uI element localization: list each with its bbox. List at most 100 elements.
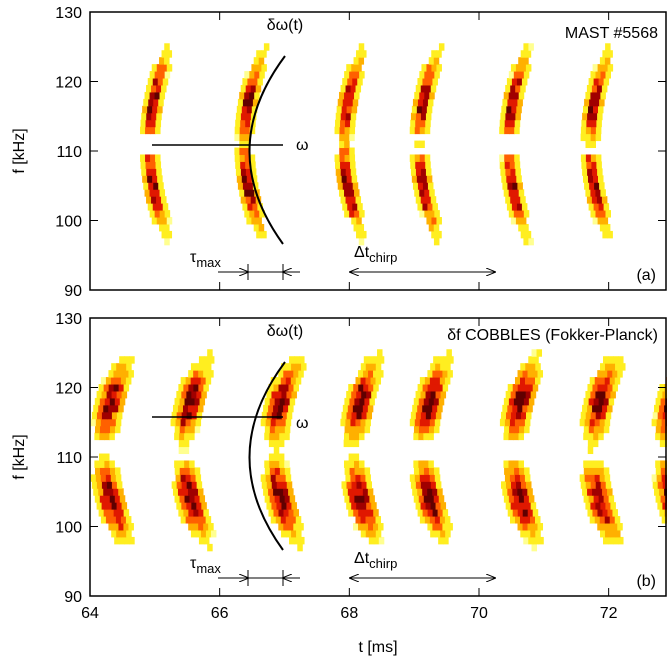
spectrogram-cell xyxy=(266,481,273,489)
spectrogram-cell xyxy=(358,43,365,51)
spectrogram-cell xyxy=(508,460,514,468)
spectrogram-cell xyxy=(186,390,192,399)
spectrogram-cell xyxy=(588,495,595,503)
spectrogram-cell xyxy=(615,363,621,371)
spectrogram-cell xyxy=(585,140,591,149)
spectrogram-cell xyxy=(412,404,418,413)
spectrogram-cell xyxy=(373,536,380,545)
spectrogram-cell xyxy=(354,189,360,197)
spectrogram-cell xyxy=(599,182,605,190)
spectrogram-cell xyxy=(598,425,605,434)
spectrogram-cell xyxy=(592,112,598,121)
spectrogram-cell xyxy=(98,384,105,392)
spectrogram-cell xyxy=(194,495,201,503)
spectrogram-cell xyxy=(510,64,517,72)
spectrogram-cell xyxy=(118,384,125,392)
spectrogram-cell xyxy=(588,397,595,406)
spectrogram-cell xyxy=(198,509,204,517)
spectrogram-cell xyxy=(419,126,426,135)
spectrogram-cell xyxy=(605,411,612,420)
spectrogram-cell xyxy=(125,377,132,385)
spectrogram-cell xyxy=(599,57,606,65)
spectrogram-cell xyxy=(515,481,522,489)
spectrogram-cell xyxy=(276,502,282,510)
spectrogram-cell xyxy=(410,119,416,128)
spectrogram-cell xyxy=(103,488,109,496)
spectrogram-cell xyxy=(378,523,384,531)
spectrogram-cell xyxy=(246,217,252,225)
spectrogram-cell xyxy=(510,481,517,489)
spectrogram-cell xyxy=(288,404,294,413)
spectrogram-cell xyxy=(583,397,590,406)
spectrogram-cell xyxy=(278,453,285,461)
spectrogram-cell xyxy=(508,71,515,79)
spectrogram-cell xyxy=(179,460,185,468)
spectrogram-cell xyxy=(120,377,127,385)
spectrogram-cell xyxy=(100,516,107,524)
spectrogram-cell xyxy=(157,105,163,114)
spectrogram-cell xyxy=(93,488,99,496)
spectrogram-cell xyxy=(445,529,451,538)
spectrogram-cell xyxy=(618,356,624,364)
spectrogram-cell xyxy=(371,390,377,399)
spectrogram-cell xyxy=(520,390,527,399)
spectrogram-cell xyxy=(121,502,128,510)
spectrogram-cell xyxy=(115,418,122,427)
spectrogram-cell xyxy=(438,356,444,364)
spectrogram-cell xyxy=(247,98,254,107)
spectrogram-cell xyxy=(151,84,157,93)
spectrogram-cell xyxy=(509,154,515,162)
spectrogram-cell xyxy=(152,203,159,211)
spectrogram-cell xyxy=(588,203,595,211)
spectrogram-cell xyxy=(279,467,286,475)
spectrogram-cell xyxy=(513,189,520,197)
spectrogram-cell xyxy=(189,432,195,441)
spectrogram-cell xyxy=(587,384,593,392)
spectrogram-cell xyxy=(604,474,611,482)
spectrogram-cell xyxy=(281,529,287,538)
spectrogram-cell xyxy=(609,516,616,524)
burst xyxy=(340,349,385,545)
spectrogram-cell xyxy=(507,509,514,517)
spectrogram-cell xyxy=(522,523,529,531)
spectrogram-cell xyxy=(511,78,518,86)
spectrogram-cell xyxy=(421,64,427,72)
spectrogram-cell xyxy=(344,133,350,142)
spectrogram-cell xyxy=(185,516,192,524)
spectrogram-cell xyxy=(515,84,521,93)
spectrogram-cell xyxy=(203,509,209,517)
spectrogram-cell xyxy=(183,439,190,448)
spectrogram-cell xyxy=(244,126,251,135)
spectrogram-cell xyxy=(242,78,248,86)
spectrogram-cell xyxy=(519,467,525,475)
spectrogram-cell xyxy=(185,418,192,427)
spectrogram-cell xyxy=(445,363,451,371)
spectrogram-cell xyxy=(587,446,594,455)
spectrogram-cell xyxy=(358,237,365,246)
spectrogram-cell xyxy=(595,210,601,218)
spectrogram-cell xyxy=(597,404,603,413)
spectrogram-cell xyxy=(371,502,377,510)
spectrogram-cell xyxy=(355,196,362,204)
spectrogram-cell xyxy=(184,495,191,503)
spectrogram-cell xyxy=(599,377,606,385)
spectrogram-cell xyxy=(504,467,510,475)
spectrogram-cell xyxy=(289,495,296,503)
tau-sub: max xyxy=(196,255,221,270)
spectrogram-cell xyxy=(515,64,522,72)
spectrogram-cell xyxy=(176,481,183,489)
spectrogram-cell xyxy=(197,488,204,496)
spectrogram-cell xyxy=(244,133,250,142)
spectrogram-cell xyxy=(426,175,433,183)
spectrogram-cell xyxy=(420,84,427,93)
spectrogram-cell xyxy=(519,418,526,427)
panel-title: MAST #5568 xyxy=(565,25,658,42)
spectrogram-cell xyxy=(610,529,616,538)
spectrogram-cell xyxy=(96,481,103,489)
spectrogram-cell xyxy=(251,175,258,183)
spectrogram-cell xyxy=(340,418,346,427)
y-tick-label: 100 xyxy=(55,520,82,537)
spectrogram-cell xyxy=(258,57,265,65)
spectrogram-cell xyxy=(249,91,255,100)
spectrogram-cell xyxy=(417,182,424,190)
